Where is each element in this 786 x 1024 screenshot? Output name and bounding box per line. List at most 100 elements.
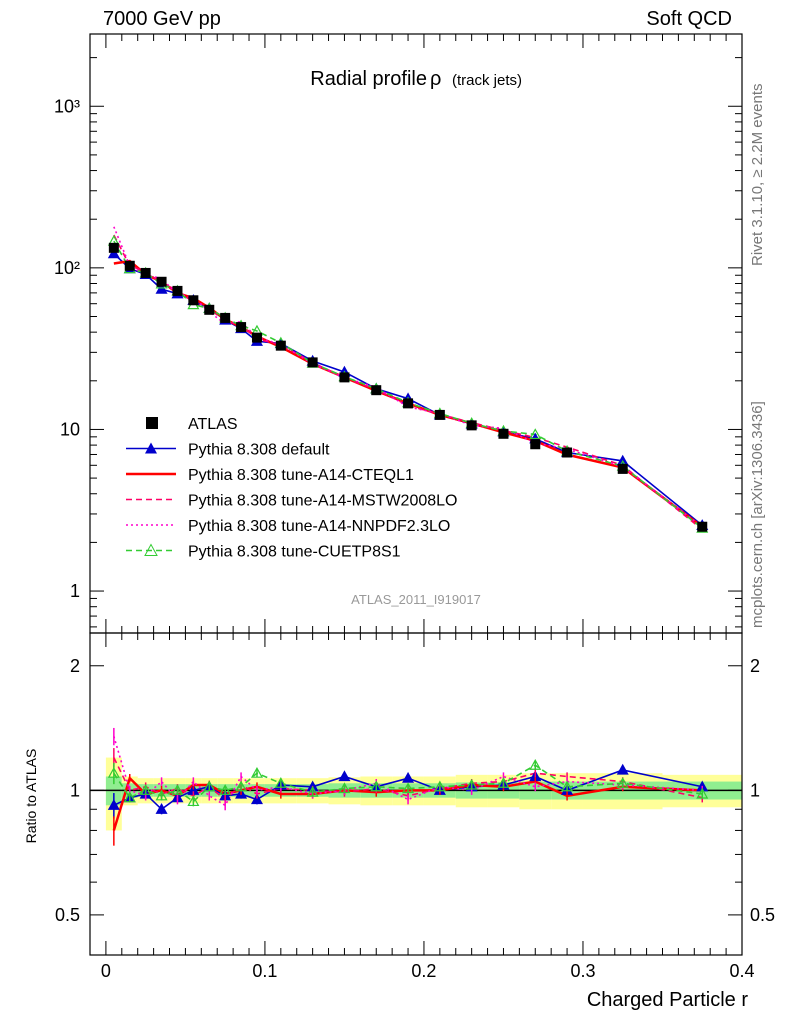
data-point-atlas <box>236 322 247 333</box>
x-tick-label: 0.4 <box>729 961 754 981</box>
point-ratio-cuetp8s1 <box>171 784 184 795</box>
point-ratio-cuetp8s1 <box>235 780 248 792</box>
chart-title-symbol: ρ <box>430 68 441 90</box>
legend: ATLAS Pythia 8.308 default Pythia 8.308 tu… <box>126 416 457 561</box>
point-ratio-cuetp8s1 <box>139 784 152 795</box>
ratio-y-tick-label-right: 2 <box>750 656 760 676</box>
point-ratio-cuetp8s1 <box>433 780 446 792</box>
point-main-cuetp8s1 <box>529 428 542 440</box>
data-point-atlas <box>220 312 231 323</box>
data-point-atlas <box>434 409 445 420</box>
legend-marker-atlas <box>146 417 158 429</box>
point-ratio-cuetp8s1 <box>465 778 478 790</box>
y-tick-label: 10² <box>54 258 80 278</box>
legend-label: Pythia 8.308 tune-CUETP8S1 <box>188 544 401 561</box>
x-axis-label: Charged Particle r <box>587 989 749 1011</box>
data-point-atlas <box>108 242 119 253</box>
point-ratio-cuetp8s1 <box>187 795 200 807</box>
series-line-ratio-default <box>113 769 703 811</box>
data-point-atlas <box>204 304 215 315</box>
watermark: ATLAS_2011_I919017 <box>351 592 481 607</box>
point-ratio-cuetp8s1 <box>402 782 415 794</box>
point-ratio-cuetp8s1 <box>107 766 120 778</box>
legend-label: Pythia 8.308 default <box>188 442 330 459</box>
legend-label: ATLAS <box>188 416 238 433</box>
point-ratio-default <box>616 763 629 775</box>
data-point-atlas <box>697 521 708 532</box>
point-ratio-cuetp8s1 <box>274 777 287 788</box>
x-tick-label: 0.3 <box>570 961 595 981</box>
data-point-atlas <box>371 385 382 396</box>
point-ratio-default <box>402 771 415 783</box>
series-line-ratio-nnpdf <box>113 736 703 807</box>
data-point-atlas <box>466 420 477 431</box>
ratio-y-tick-label: 0.5 <box>55 905 80 925</box>
series-lines <box>112 226 703 831</box>
point-ratio-default <box>250 793 263 805</box>
point-ratio-cuetp8s1 <box>203 780 216 792</box>
y-tick-label: 1 <box>70 581 80 601</box>
header-process: 7000 GeV pp <box>103 8 221 30</box>
ratio-y-tick-label-right: 1 <box>750 780 760 800</box>
series-line-main-cuetp8s1 <box>113 240 703 529</box>
point-ratio-default <box>107 799 120 810</box>
legend-label: Pythia 8.308 tune-A14-NNPDF2.3LO <box>188 518 450 535</box>
data-point-atlas <box>617 463 628 474</box>
data-point-atlas <box>140 267 151 278</box>
point-ratio-cuetp8s1 <box>529 758 542 770</box>
point-main-default <box>155 282 168 294</box>
y-tick-label: 10 <box>60 419 80 439</box>
point-ratio-cuetp8s1 <box>696 787 709 799</box>
series-line-main-default <box>113 253 703 526</box>
data-point-atlas <box>124 260 135 271</box>
series-line-ratio-cuetp8s1 <box>113 764 703 803</box>
header-category: Soft QCD <box>646 8 732 30</box>
point-ratio-cuetp8s1 <box>219 784 232 795</box>
point-ratio-cuetp8s1 <box>561 780 574 792</box>
data-point-atlas <box>172 285 183 296</box>
legend-label: Pythia 8.308 tune-A14-CTEQL1 <box>188 467 414 484</box>
point-ratio-default <box>155 803 168 814</box>
x-tick-label: 0 <box>101 961 111 981</box>
data-point-atlas <box>498 428 509 439</box>
data-point-atlas <box>403 398 414 409</box>
data-point-atlas <box>275 340 286 351</box>
point-ratio-cuetp8s1 <box>497 777 510 788</box>
axis-labels: Radial profile ρ (track jets) ATLAS_2011… <box>23 68 748 1011</box>
data-point-atlas <box>188 295 199 306</box>
side-rivet-label: Rivet 3.1.10, ≥ 2.2M events <box>749 83 766 267</box>
point-ratio-cuetp8s1 <box>616 777 629 788</box>
ratio-y-tick-label: 1 <box>70 780 80 800</box>
data-point-atlas <box>156 276 167 287</box>
ratio-y-tick-label: 2 <box>70 656 80 676</box>
legend-label: Pythia 8.308 tune-A14-MSTW2008LO <box>188 493 457 510</box>
data-point-atlas <box>251 332 262 343</box>
chart-title: Radial profile <box>310 68 427 90</box>
side-mcplots-label: mcplots.cern.ch [arXiv:1306.3436] <box>749 401 766 628</box>
y-tick-label: 10³ <box>54 96 80 116</box>
ratio-y-axis-label: Ratio to ATLAS <box>23 749 39 844</box>
data-point-atlas <box>307 357 318 368</box>
data-point-atlas <box>339 372 350 383</box>
legend-marker-cuetp8s1 <box>144 543 158 556</box>
point-ratio-cuetp8s1 <box>306 785 319 797</box>
point-ratio-cuetp8s1 <box>338 782 351 794</box>
point-ratio-cuetp8s1 <box>123 791 136 803</box>
ratio-y-tick-label-right: 0.5 <box>750 905 775 925</box>
point-main-default <box>107 247 120 259</box>
ratio-frame <box>89 632 743 956</box>
axes-and-ticks: 0 0.1 0.2 0.3 0.4 1 10 10² 10³ 0.5 0.5 1 1 2 2 <box>54 33 775 981</box>
data-point-atlas <box>530 439 541 450</box>
point-ratio-default <box>338 770 351 782</box>
legend-marker-default <box>145 442 157 454</box>
data-point-atlas <box>562 447 573 458</box>
series-line-main-mstw <box>113 234 703 531</box>
x-tick-label: 0.1 <box>252 961 277 981</box>
chart-title-suffix: (track jets) <box>452 72 522 89</box>
series-line-ratio-mstw <box>113 757 703 801</box>
point-ratio-cuetp8s1 <box>155 789 168 801</box>
point-ratio-cuetp8s1 <box>370 780 383 792</box>
x-tick-label: 0.2 <box>411 961 436 981</box>
series-markers <box>107 234 709 846</box>
